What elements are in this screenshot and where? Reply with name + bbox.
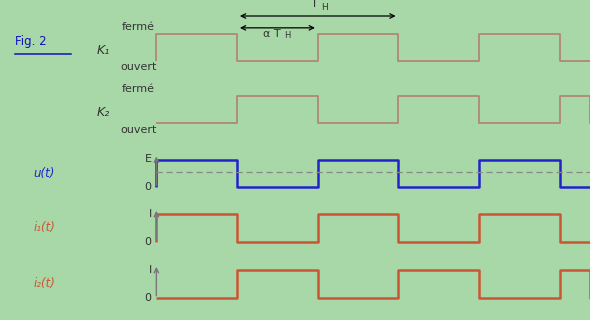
Text: I: I bbox=[148, 209, 152, 219]
Text: u(t): u(t) bbox=[34, 167, 55, 180]
Text: fermé: fermé bbox=[122, 22, 155, 32]
Text: fermé: fermé bbox=[122, 84, 155, 94]
Text: i₂(t): i₂(t) bbox=[33, 277, 55, 291]
Text: I: I bbox=[148, 265, 152, 275]
Text: 0: 0 bbox=[145, 182, 152, 192]
Text: 0: 0 bbox=[145, 292, 152, 303]
Text: H: H bbox=[284, 31, 291, 40]
Text: α T: α T bbox=[263, 29, 280, 39]
Text: E: E bbox=[145, 154, 152, 164]
Text: i₁(t): i₁(t) bbox=[33, 221, 55, 235]
Text: Fig. 2: Fig. 2 bbox=[15, 35, 47, 48]
Text: 0: 0 bbox=[145, 236, 152, 247]
Text: H: H bbox=[321, 3, 327, 12]
Text: ouvert: ouvert bbox=[120, 62, 157, 72]
Text: K₁: K₁ bbox=[97, 44, 110, 57]
Text: ouvert: ouvert bbox=[120, 125, 157, 135]
Text: T: T bbox=[310, 0, 318, 10]
Text: K₂: K₂ bbox=[97, 106, 110, 119]
